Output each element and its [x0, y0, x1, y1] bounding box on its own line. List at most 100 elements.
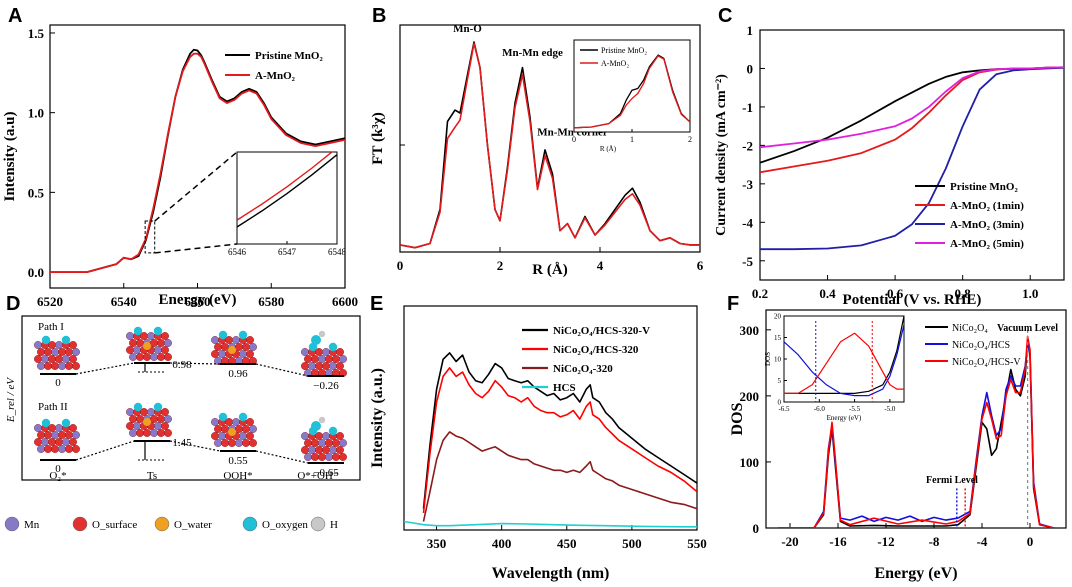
- atom: [242, 343, 250, 351]
- panel-d-struct-2-3: [211, 412, 257, 447]
- panel-f-ytick-label: 100: [740, 455, 760, 470]
- panel-b-xtick-label: 2: [497, 258, 504, 273]
- atom: [336, 432, 344, 440]
- panel-f-inset-ylabel: DOS: [764, 352, 772, 366]
- atom: [242, 439, 250, 447]
- atom: [150, 339, 158, 347]
- atom: [129, 429, 137, 437]
- atom: [161, 408, 169, 416]
- atom-h: [318, 416, 326, 424]
- atom: [246, 418, 254, 426]
- panel-f-frame: [765, 309, 1067, 529]
- atom-oxygen: [41, 335, 51, 345]
- atom: [65, 362, 73, 370]
- panel-d-legend-atom: [72, 516, 88, 532]
- panel-a-xtick-label: 6560: [185, 294, 211, 309]
- panel-f-inset-series-2: [784, 332, 904, 394]
- atom: [301, 446, 309, 454]
- atom: [249, 439, 257, 447]
- panel-a-inset-xtick-label: 6547: [278, 247, 297, 257]
- panel-c-xtick-label: 0.6: [887, 286, 904, 301]
- atom: [239, 432, 247, 440]
- panel-d-state: O₂*: [49, 470, 66, 482]
- atom: [44, 445, 52, 453]
- atom: [157, 353, 165, 361]
- atom: [308, 446, 316, 454]
- panel-d-oh-2: [311, 416, 326, 431]
- panel-d-struct-2-4: [301, 426, 347, 461]
- atom-oxygen: [153, 402, 163, 412]
- panel-f-inset-ytick-label: 10: [774, 356, 782, 364]
- atom: [218, 350, 226, 358]
- atom: [246, 350, 254, 358]
- atom: [34, 355, 42, 363]
- panel-b-inset-legend-label: Pristine MnO₂: [601, 46, 647, 55]
- panel-f-series-2: [778, 335, 1055, 528]
- atom-water: [143, 342, 151, 350]
- atom: [129, 353, 137, 361]
- panel-a-legend-label: Pristine MnO₂: [255, 50, 323, 62]
- panel-d-connector: [169, 362, 221, 365]
- atom: [37, 445, 45, 453]
- panel-a-xtick-label: 6600: [332, 294, 358, 309]
- panel-c-series-3: [760, 66, 1064, 149]
- panel-f-xtick-label: -12: [877, 534, 894, 549]
- atom: [157, 415, 165, 423]
- atom-oxygen: [218, 412, 228, 422]
- atom: [322, 362, 330, 370]
- atom-water: [228, 428, 236, 436]
- panel-a-inset-xtick-label: 6548: [328, 247, 347, 257]
- atom: [51, 348, 59, 356]
- panel-f-ytick-label: 0: [753, 521, 760, 536]
- panel-d-legend-atom: [242, 516, 258, 532]
- atom: [126, 346, 134, 354]
- atom: [304, 453, 312, 461]
- panel-b-frame: [399, 24, 701, 253]
- panel-f-inset-ytick-label: 15: [774, 334, 782, 342]
- panel-d-path2: Path II: [38, 401, 68, 413]
- atom: [65, 431, 73, 439]
- atom: [301, 348, 309, 356]
- panel-e-legend-label: NiCo₂O₄/HCS-320-V: [553, 325, 650, 337]
- atom: [147, 408, 155, 416]
- panel-a-xtick-label: 6520: [37, 294, 63, 309]
- atom: [318, 453, 326, 461]
- atom: [72, 348, 80, 356]
- panel-f-inset-series-0: [784, 316, 904, 394]
- clipped-group: [574, 54, 690, 129]
- atom: [308, 362, 316, 370]
- panel-f-inset-xtick-label: -5.5: [849, 405, 861, 413]
- panel-f-xtick-label: -4: [977, 534, 988, 549]
- atom: [136, 429, 144, 437]
- panel-b-xlabel: R (Å): [532, 262, 567, 278]
- atom: [246, 432, 254, 440]
- atom: [322, 432, 330, 440]
- atom: [336, 362, 344, 370]
- panel-c-legend-label: A-MnO₂ (5min): [950, 238, 1024, 250]
- atom: [214, 425, 222, 433]
- panel-d-energy: 0.55: [228, 455, 248, 467]
- panel-a-xtick-label: 6580: [258, 294, 284, 309]
- panel-a-zoom-box: [144, 220, 156, 254]
- atom: [239, 350, 247, 358]
- panel-f-annot-fermi: Fermi Level: [926, 475, 978, 486]
- atom: [246, 336, 254, 344]
- atom: [221, 439, 229, 447]
- atom: [329, 446, 337, 454]
- panel-b-inset-xlabel: R (Å): [600, 145, 617, 153]
- panel-f-inset-ytick-label: 5: [778, 377, 782, 385]
- panel-e-series-2: [422, 431, 697, 522]
- atom: [232, 418, 240, 426]
- atom: [69, 341, 77, 349]
- panel-d-legend-atom: [4, 516, 20, 532]
- atom: [34, 438, 42, 446]
- panel-f-xtick-label: -8: [929, 534, 940, 549]
- atom: [164, 429, 172, 437]
- panel-b-xtick-label: 4: [597, 258, 604, 273]
- atom: [154, 422, 162, 430]
- panel-d-legend-label: H: [330, 519, 338, 531]
- atom-oxygen: [61, 335, 71, 345]
- panel-e-letter: E: [370, 293, 383, 315]
- panel-e-legend-label: NiCo₂O₄/HCS-320: [553, 344, 639, 356]
- panel-d-state: Ts: [147, 470, 157, 482]
